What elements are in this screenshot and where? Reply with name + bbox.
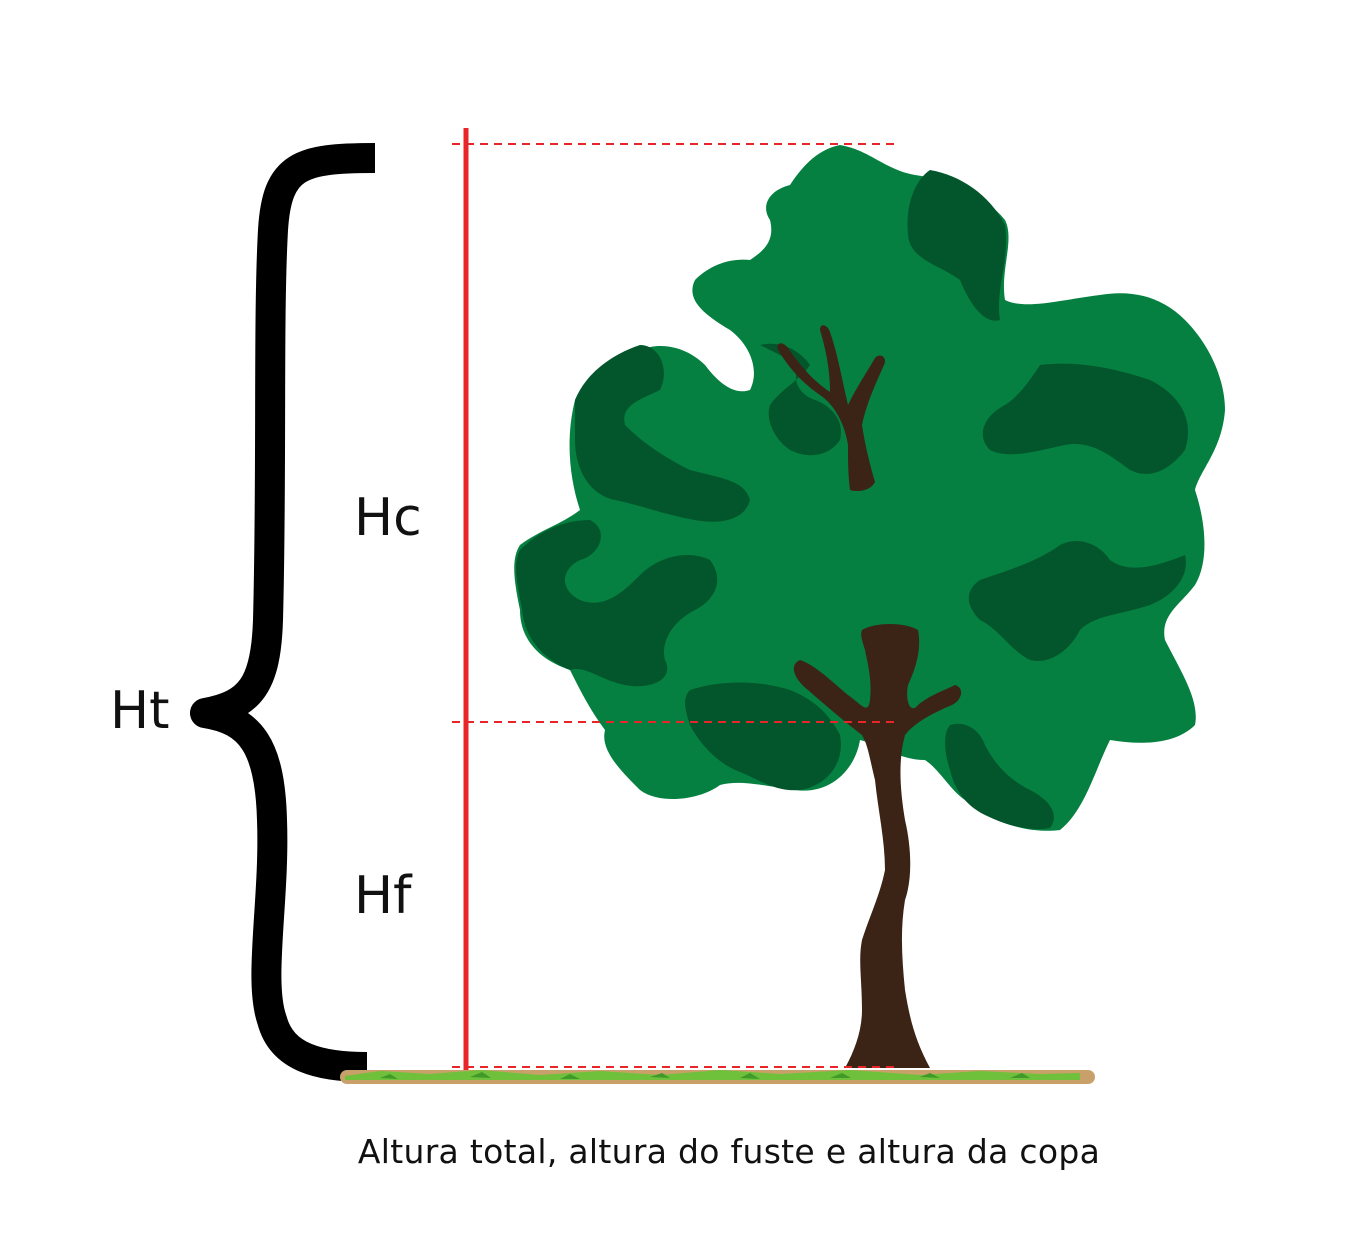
diagram-caption: Altura total, altura do fuste e altura d… xyxy=(357,1132,1101,1171)
bole-height-label: Hf xyxy=(354,866,413,926)
tree-branch xyxy=(777,325,886,492)
tree-trunk xyxy=(793,624,962,1068)
tree-icon xyxy=(514,145,1225,1068)
curly-brace-icon xyxy=(190,143,376,1082)
total-height-label: Ht xyxy=(110,681,170,741)
tree-crown-shadows xyxy=(516,170,1189,830)
ground xyxy=(340,1070,1095,1084)
crown-height-label: Hc xyxy=(354,488,422,548)
